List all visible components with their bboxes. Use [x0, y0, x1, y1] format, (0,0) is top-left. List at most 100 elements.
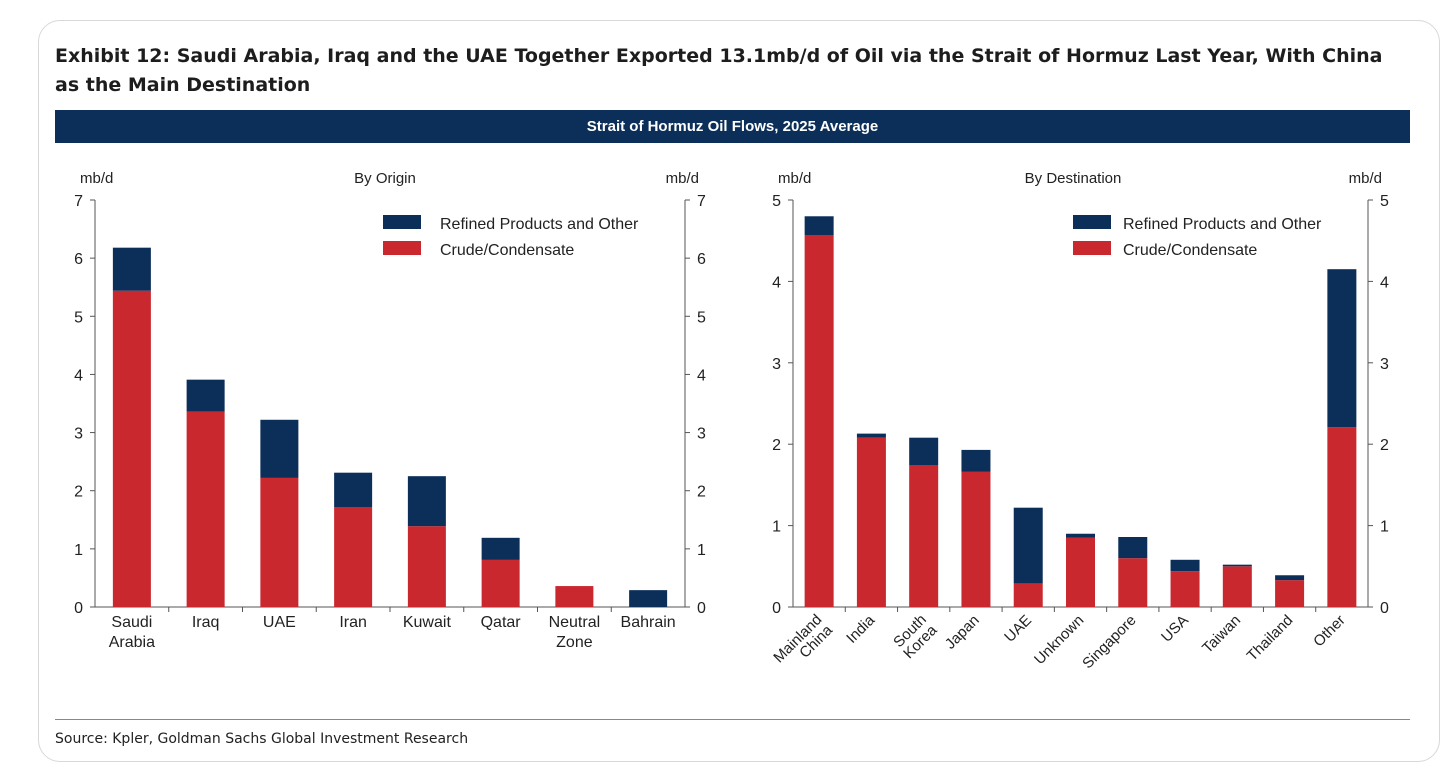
bar-crude	[112, 290, 151, 607]
exhibit-card	[38, 20, 1440, 762]
chart-banner: Strait of Hormuz Oil Flows, 2025 Average	[55, 110, 1410, 143]
x-tick-label: Zone	[556, 634, 593, 651]
x-tick-label: Kuwait	[403, 614, 452, 631]
x-tick-label: SouthKorea	[890, 611, 941, 662]
x-tick-label: Iraq	[192, 614, 220, 631]
bar-crude	[186, 411, 225, 607]
divider	[55, 719, 1410, 720]
y-tick-label-left: 5	[74, 309, 83, 326]
bar-crude	[1170, 571, 1200, 607]
y-tick-label-left: 1	[74, 542, 83, 559]
x-tick-label: Neutral	[549, 614, 601, 631]
bar-refined	[629, 590, 668, 607]
bar-crude	[1275, 580, 1305, 607]
bar-crude	[334, 506, 373, 607]
x-tick-label: Saudi	[111, 614, 152, 631]
x-tick-label: UAE	[263, 614, 296, 631]
legend-swatch-crude	[1073, 241, 1111, 255]
bar-refined	[407, 476, 446, 527]
x-tick-label-line: Japan	[942, 612, 983, 653]
y-tick-label-right: 5	[1380, 193, 1389, 210]
x-tick-label-line: Singapore	[1079, 612, 1139, 672]
bar-refined	[334, 472, 373, 507]
x-tick-label-line: UAE	[1001, 612, 1035, 646]
x-tick-label-line: Taiwan	[1199, 612, 1244, 657]
source-note: Source: Kpler, Goldman Sachs Global Inve…	[55, 731, 469, 747]
legend-label-refined: Refined Products and Other	[440, 216, 639, 233]
y-tick-label-left: 3	[772, 356, 781, 373]
y-axis-unit-right: mb/d	[666, 170, 699, 187]
x-tick-label: Other	[1310, 612, 1349, 651]
y-tick-label-left: 3	[74, 426, 83, 443]
x-tick-label: Bahrain	[621, 614, 676, 631]
y-tick-label-right: 2	[697, 484, 706, 501]
legend-label-refined: Refined Products and Other	[1123, 216, 1322, 233]
y-tick-label-right: 0	[697, 600, 706, 617]
bar-refined	[1222, 564, 1252, 567]
y-tick-label-left: 0	[772, 600, 781, 617]
x-tick-label: UAE	[1001, 612, 1035, 646]
bar-refined	[1170, 559, 1200, 572]
chart-subtitle: By Destination	[1025, 170, 1122, 187]
bar-refined	[1066, 533, 1095, 538]
y-tick-label-right: 4	[1380, 274, 1389, 291]
y-tick-label-left: 2	[74, 484, 83, 501]
bar-crude	[1066, 537, 1095, 607]
bar-refined	[186, 379, 225, 412]
bar-refined	[1118, 536, 1148, 559]
x-tick-label: Japan	[942, 612, 983, 653]
bar-crude	[555, 586, 594, 607]
x-tick-label: India	[843, 611, 878, 646]
bar-crude	[407, 526, 446, 607]
legend-swatch-refined	[1073, 215, 1111, 229]
x-tick-label: Thailand	[1244, 612, 1297, 665]
y-tick-label-right: 7	[697, 193, 706, 210]
legend-swatch-crude	[383, 241, 421, 255]
bar-crude	[260, 477, 299, 607]
bar-crude	[1327, 427, 1357, 607]
bar-crude	[481, 559, 520, 607]
bar-refined	[112, 247, 151, 291]
chart-subtitle: By Origin	[354, 170, 416, 187]
x-tick-label: USA	[1158, 612, 1192, 646]
y-tick-label-left: 4	[74, 367, 83, 384]
y-tick-label-left: 2	[772, 437, 781, 454]
legend-label-crude: Crude/Condensate	[440, 242, 574, 259]
x-tick-label-line: Other	[1310, 612, 1349, 651]
exhibit-title: Exhibit 12: Saudi Arabia, Iraq and the U…	[55, 45, 1383, 96]
x-tick-label-line: Thailand	[1244, 612, 1297, 665]
y-axis-unit-left: mb/d	[778, 170, 811, 187]
y-tick-label-left: 7	[74, 193, 83, 210]
bar-refined	[804, 216, 834, 236]
y-tick-label-left: 6	[74, 251, 83, 268]
y-tick-label-right: 6	[697, 251, 706, 268]
x-tick-label: Singapore	[1079, 612, 1139, 672]
y-tick-label-left: 1	[772, 519, 781, 536]
y-tick-label-right: 4	[697, 367, 706, 384]
bar-refined	[260, 419, 299, 478]
y-axis-unit-left: mb/d	[80, 170, 113, 187]
y-tick-label-right: 2	[1380, 437, 1389, 454]
x-tick-label: Qatar	[481, 614, 522, 631]
legend-label-crude: Crude/Condensate	[1123, 242, 1257, 259]
y-tick-label-right: 3	[697, 426, 706, 443]
bar-crude	[1013, 583, 1043, 607]
bar-crude	[804, 235, 834, 607]
y-tick-label-right: 1	[697, 542, 706, 559]
bar-refined	[481, 537, 520, 560]
y-tick-label-right: 3	[1380, 356, 1389, 373]
bar-refined	[1013, 507, 1043, 584]
y-tick-label-right: 5	[697, 309, 706, 326]
x-tick-label-line: India	[843, 611, 878, 646]
x-tick-label: Arabia	[109, 634, 155, 651]
x-tick-label: MainlandChina	[770, 611, 836, 677]
bar-crude	[1222, 566, 1252, 607]
bar-refined	[856, 433, 886, 438]
bar-crude	[856, 437, 886, 607]
y-tick-label-left: 4	[772, 274, 781, 291]
bar-crude	[1118, 558, 1148, 607]
y-tick-label-left: 5	[772, 193, 781, 210]
bar-refined	[961, 449, 991, 472]
y-tick-label-right: 0	[1380, 600, 1389, 617]
